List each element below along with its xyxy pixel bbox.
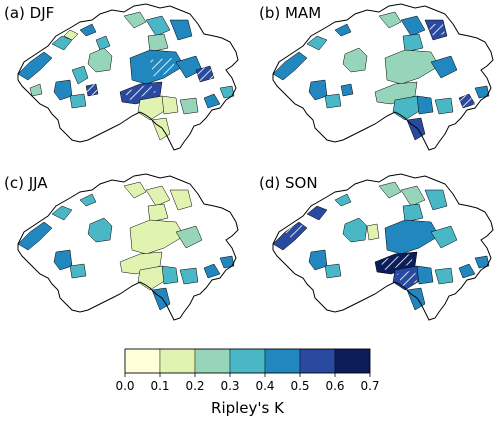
colorbar-frame <box>124 348 371 374</box>
colorbar-tick-label: 0.7 <box>360 379 379 393</box>
colorbar-bin <box>229 348 266 374</box>
panel-label-mam: (b) MAM <box>259 4 321 22</box>
colorbar-tick-label: 0.2 <box>185 379 204 393</box>
colorbar-bin <box>264 348 301 374</box>
colorbar-tick-label: 0.0 <box>115 379 134 393</box>
panel-label-son: (d) SON <box>259 174 318 192</box>
panel-mam: (b) MAM <box>259 3 494 151</box>
region-patches-mam <box>272 11 490 141</box>
colorbar-tick-label: 0.3 <box>220 379 239 393</box>
colorbar-bin <box>194 348 231 374</box>
colorbar-bin <box>334 348 371 374</box>
panel-son: (d) SON <box>259 173 494 321</box>
region-patches-son <box>272 181 490 311</box>
colorbar-bin <box>159 348 196 374</box>
colorbar-bins <box>124 348 371 374</box>
colorbar-tick-label: 0.1 <box>150 379 169 393</box>
region-patches-jja <box>17 181 235 311</box>
colorbar-bin <box>124 348 161 374</box>
colorbar-ticks: 0.0 0.1 0.2 0.3 0.4 0.5 0.6 0.7 <box>115 373 380 393</box>
panel-jja: (c) JJA <box>4 173 239 321</box>
colorbar-tick-label: 0.4 <box>255 379 274 393</box>
colorbar-bin <box>299 348 336 374</box>
colorbar-tick-label: 0.6 <box>325 379 344 393</box>
colorbar-tick-label: 0.5 <box>290 379 309 393</box>
panel-djf: (a) DJF <box>4 3 239 151</box>
colorbar-title: Ripley's K <box>211 399 285 417</box>
panel-label-djf: (a) DJF <box>4 4 54 22</box>
panel-label-jja: (c) JJA <box>4 174 48 192</box>
region-patches-djf <box>17 11 235 141</box>
